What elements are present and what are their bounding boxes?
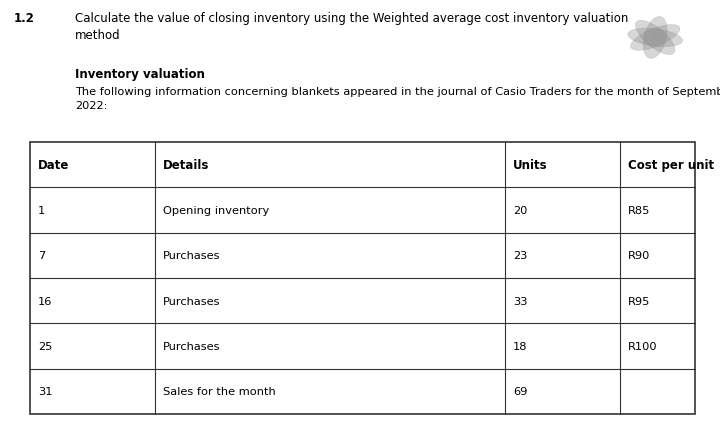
Text: 1: 1 [38, 205, 45, 216]
Text: Inventory valuation: Inventory valuation [75, 68, 205, 81]
Ellipse shape [628, 29, 683, 47]
Text: R95: R95 [628, 296, 650, 306]
Text: 1.2: 1.2 [14, 12, 35, 25]
Text: 33: 33 [513, 296, 528, 306]
Text: Purchases: Purchases [163, 251, 220, 261]
Ellipse shape [643, 17, 667, 59]
Text: The following information concerning blankets appeared in the journal of Casio T: The following information concerning bla… [75, 87, 720, 110]
Text: 16: 16 [38, 296, 53, 306]
Text: 18: 18 [513, 341, 528, 351]
Text: Purchases: Purchases [163, 341, 220, 351]
Text: Purchases: Purchases [163, 296, 220, 306]
Text: Calculate the value of closing inventory using the Weighted average cost invento: Calculate the value of closing inventory… [75, 12, 629, 42]
Text: R100: R100 [628, 341, 657, 351]
Text: R90: R90 [628, 251, 650, 261]
Text: Opening inventory: Opening inventory [163, 205, 269, 216]
Ellipse shape [628, 29, 683, 47]
Text: 69: 69 [513, 386, 527, 397]
Text: 20: 20 [513, 205, 527, 216]
Ellipse shape [631, 26, 680, 51]
Text: Details: Details [163, 159, 210, 172]
Text: Date: Date [38, 159, 69, 172]
Ellipse shape [636, 21, 675, 55]
Text: 25: 25 [38, 341, 53, 351]
Ellipse shape [631, 26, 680, 51]
Text: 23: 23 [513, 251, 527, 261]
Text: 31: 31 [38, 386, 53, 397]
Text: 7: 7 [38, 251, 45, 261]
Ellipse shape [636, 21, 675, 55]
Text: R85: R85 [628, 205, 650, 216]
Text: Sales for the month: Sales for the month [163, 386, 276, 397]
Ellipse shape [643, 17, 667, 59]
Text: Units: Units [513, 159, 548, 172]
Text: Cost per unit: Cost per unit [628, 159, 714, 172]
